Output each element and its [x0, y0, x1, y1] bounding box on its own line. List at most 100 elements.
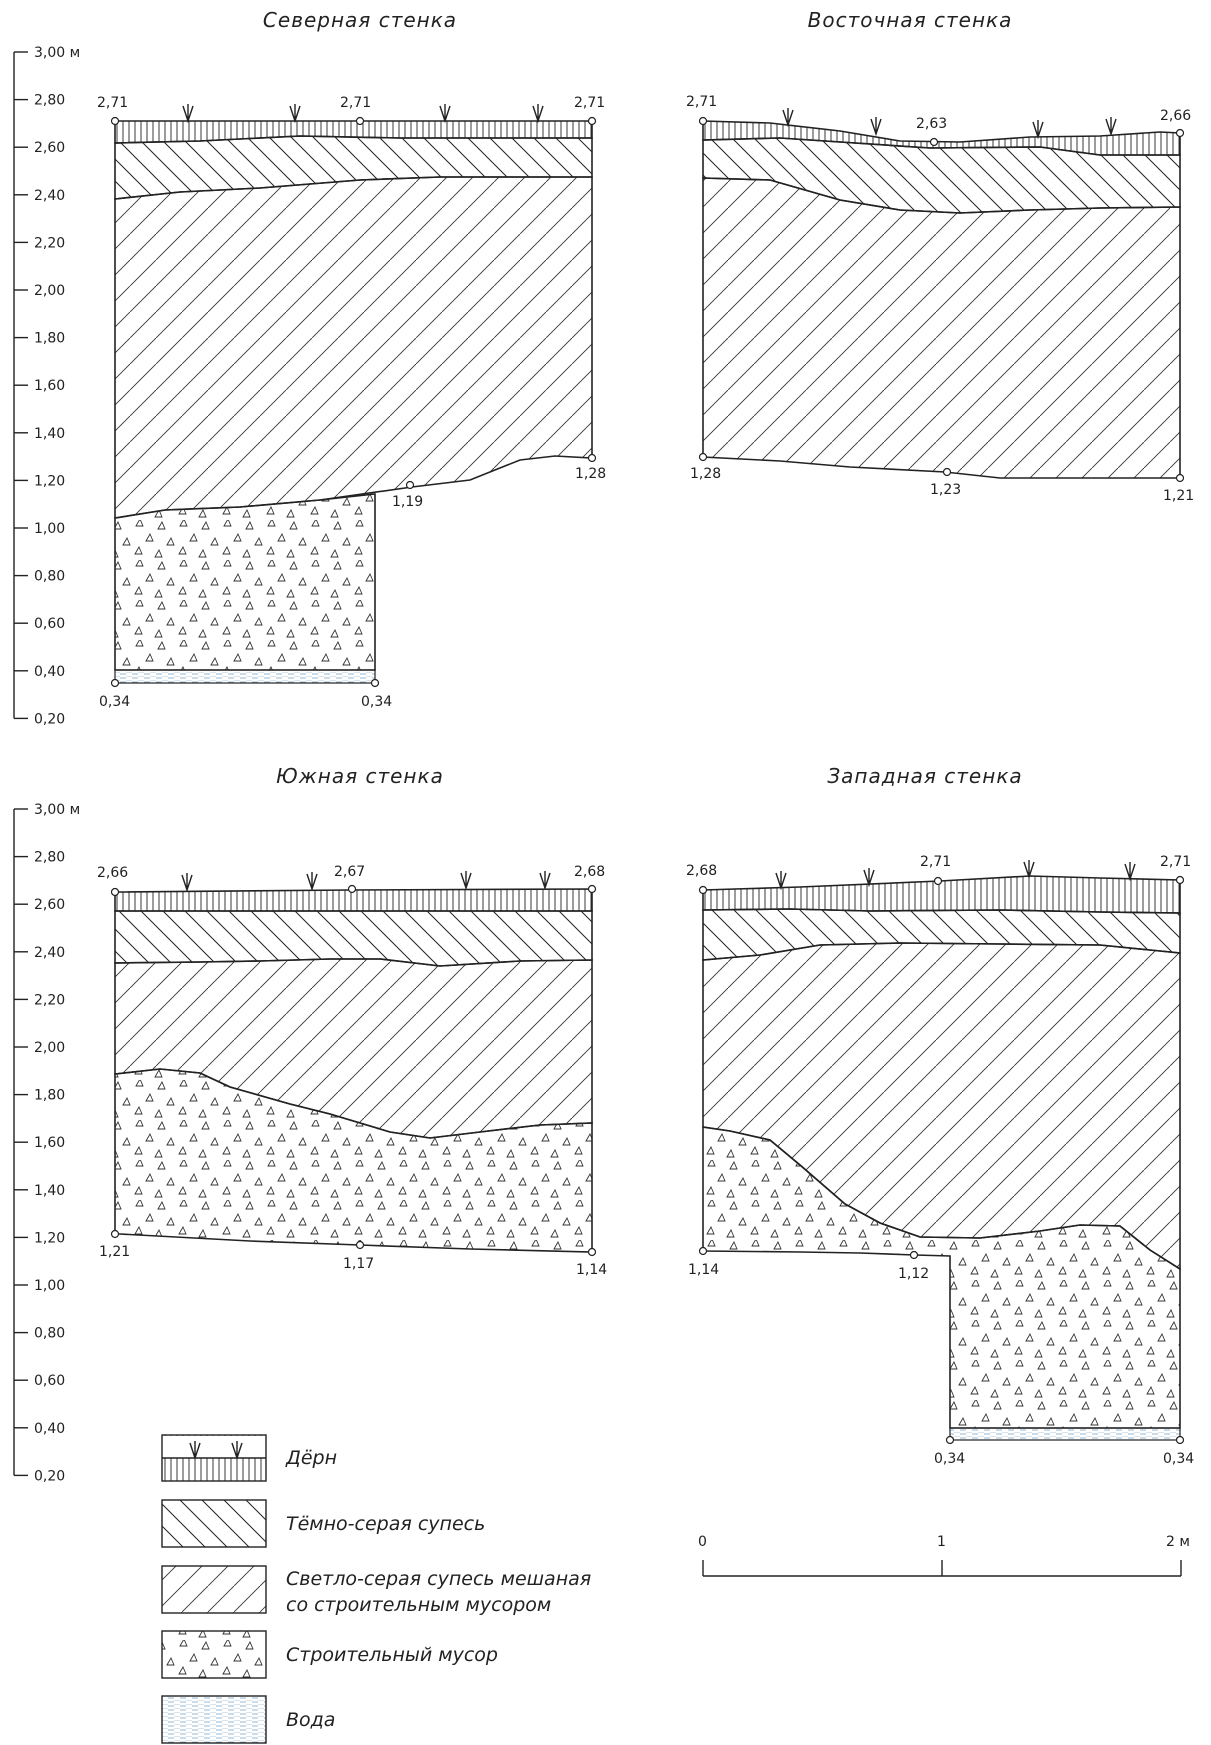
north-point-label: 1,19 — [392, 494, 423, 510]
legend-item-turf: Дёрн — [161, 1434, 337, 1482]
west-point-label: 2,71 — [920, 854, 951, 870]
legend-label-dark-sandy-loam: Тёмно-серая супесь — [286, 1513, 485, 1535]
north-water-layer — [114, 669, 376, 684]
scale-tick-label: 2,40 — [34, 945, 65, 961]
legend-label-turf: Дёрн — [285, 1447, 337, 1469]
west-turf-symbols — [775, 860, 1136, 891]
scale-label-2: 2 м — [1166, 1534, 1190, 1550]
south-wall-profile: Южная стенка 2,66 2,67 2,68 1,21 1,17 1,… — [97, 764, 607, 1278]
north-debris-layer — [114, 493, 376, 671]
legend-item-construction-debris: Строительный мусор — [161, 1630, 498, 1679]
west-point-label: 2,71 — [1160, 854, 1191, 870]
south-turf-layer — [114, 888, 593, 912]
scale-tick-label: 2,20 — [34, 235, 65, 251]
north-point-label: 0,34 — [361, 694, 392, 710]
scale-tick-label: 0,60 — [34, 616, 65, 632]
scale-tick-label: 1,20 — [34, 473, 65, 489]
scale-tick-label: 1,00 — [34, 1278, 65, 1294]
scale-tick-label: 0,20 — [34, 1468, 65, 1484]
west-point-label: 0,34 — [934, 1451, 965, 1467]
scale-tick-label: 2,20 — [34, 992, 65, 1008]
scale-tick-label: 0,40 — [34, 1421, 65, 1437]
north-turf-symbols — [182, 104, 544, 124]
elevation-scale-bottom: 3,00 м 2,80 2,60 2,40 2,20 2,00 1,80 1,60 1,40 1,… — [13, 802, 80, 1484]
west-debris-layer — [702, 1126, 1181, 1429]
scale-tick-label: 1,60 — [34, 378, 65, 394]
west-point-label: 1,12 — [898, 1266, 929, 1282]
north-wall-profile: Северная стенка 2,71 2,71 2,71 1,28 1,19… — [97, 8, 606, 710]
south-turf-symbols — [181, 871, 551, 893]
south-point-label: 2,66 — [97, 865, 128, 881]
north-point-label: 2,71 — [574, 95, 605, 111]
legend-item-dark-sandy-loam: Тёмно-серая супесь — [161, 1499, 485, 1548]
north-point-label: 2,71 — [97, 95, 128, 111]
scale-tick-label: 2,80 — [34, 93, 65, 109]
south-dark-layer — [114, 910, 593, 967]
legend-item-light-sandy-loam: Светло-серая супесь мешаная со строитель… — [161, 1565, 591, 1616]
east-point-label: 2,63 — [916, 116, 947, 132]
north-point-label: 2,71 — [340, 95, 371, 111]
scale-tick-label: 1,80 — [34, 1088, 65, 1104]
scale-tick-label: 1,00 — [34, 521, 65, 537]
south-point-label: 1,17 — [343, 1256, 374, 1272]
scale-tick-label: 3,00 м — [34, 802, 80, 818]
east-wall-title: Восточная стенка — [808, 8, 1013, 32]
west-points — [698, 875, 1185, 1445]
scale-tick-label: 0,80 — [34, 1326, 65, 1342]
scale-tick-label: 2,60 — [34, 897, 65, 913]
north-light-layer — [114, 176, 593, 519]
north-point-label: 0,34 — [99, 694, 130, 710]
scale-tick-label: 2,00 — [34, 283, 65, 299]
east-point-label: 2,66 — [1160, 108, 1191, 124]
scale-tick-label: 0,20 — [34, 711, 65, 727]
east-point-label: 1,23 — [930, 482, 961, 498]
north-points — [110, 116, 597, 688]
east-point-label: 1,28 — [690, 466, 721, 482]
legend: Дёрн Тёмно-серая супесь Светло-серая суп… — [161, 1434, 591, 1744]
south-point-label: 1,14 — [576, 1262, 607, 1278]
scale-tick-label: 3,00 м — [34, 45, 80, 61]
south-wall-title: Южная стенка — [276, 764, 444, 788]
legend-item-water: Вода — [161, 1695, 335, 1744]
east-point-label: 1,21 — [1163, 488, 1194, 504]
scale-tick-label: 1,60 — [34, 1135, 65, 1151]
east-points — [698, 116, 1185, 483]
scale-tick-label: 2,00 — [34, 1040, 65, 1056]
north-wall-title: Северная стенка — [263, 8, 457, 32]
east-turf-symbols — [782, 108, 1117, 140]
scale-tick-label: 0,80 — [34, 569, 65, 585]
scale-tick-label: 2,40 — [34, 188, 65, 204]
scale-tick-label: 1,40 — [34, 426, 65, 442]
scale-tick-label: 2,60 — [34, 140, 65, 156]
west-wall-profile: Западная стенка 2,68 2,71 2,71 1,14 1,12… — [686, 764, 1194, 1467]
west-point-label: 1,14 — [688, 1262, 719, 1278]
scale-tick-label: 1,20 — [34, 1230, 65, 1246]
south-point-label: 1,21 — [99, 1244, 130, 1260]
south-debris-layer — [114, 1068, 593, 1253]
elevation-scale-top: 3,00 м 2,80 2,60 2,40 2,20 2,00 1,80 1,60 1,40 1,… — [13, 45, 80, 727]
south-points — [110, 884, 597, 1257]
west-point-label: 0,34 — [1163, 1451, 1194, 1467]
east-point-label: 2,71 — [686, 94, 717, 110]
scale-tick-label: 0,60 — [34, 1373, 65, 1389]
south-point-label: 2,68 — [574, 864, 605, 880]
east-light-layer — [702, 177, 1181, 479]
scale-tick-label: 1,40 — [34, 1183, 65, 1199]
scale-tick-label: 0,40 — [34, 664, 65, 680]
west-wall-title: Западная стенка — [827, 764, 1022, 788]
scale-tick-label: 2,80 — [34, 850, 65, 866]
south-point-label: 2,67 — [334, 864, 365, 880]
east-wall-profile: Восточная стенка 2,71 2,63 2,66 1,28 1,2… — [686, 8, 1194, 504]
legend-label-light-sandy-loam-line2: со строительным мусором — [286, 1594, 551, 1616]
west-water-layer — [949, 1427, 1181, 1441]
north-point-label: 1,28 — [575, 466, 606, 482]
legend-label-light-sandy-loam: Светло-серая супесь мешаная — [286, 1568, 591, 1590]
scale-label-1: 1 — [937, 1534, 946, 1550]
west-point-label: 2,68 — [686, 863, 717, 879]
scale-label-0: 0 — [698, 1534, 707, 1550]
legend-label-water: Вода — [286, 1709, 335, 1731]
legend-label-construction-debris: Строительный мусор — [286, 1644, 498, 1666]
scale-tick-label: 1,80 — [34, 331, 65, 347]
horizontal-scale-bar — [702, 1560, 1182, 1577]
